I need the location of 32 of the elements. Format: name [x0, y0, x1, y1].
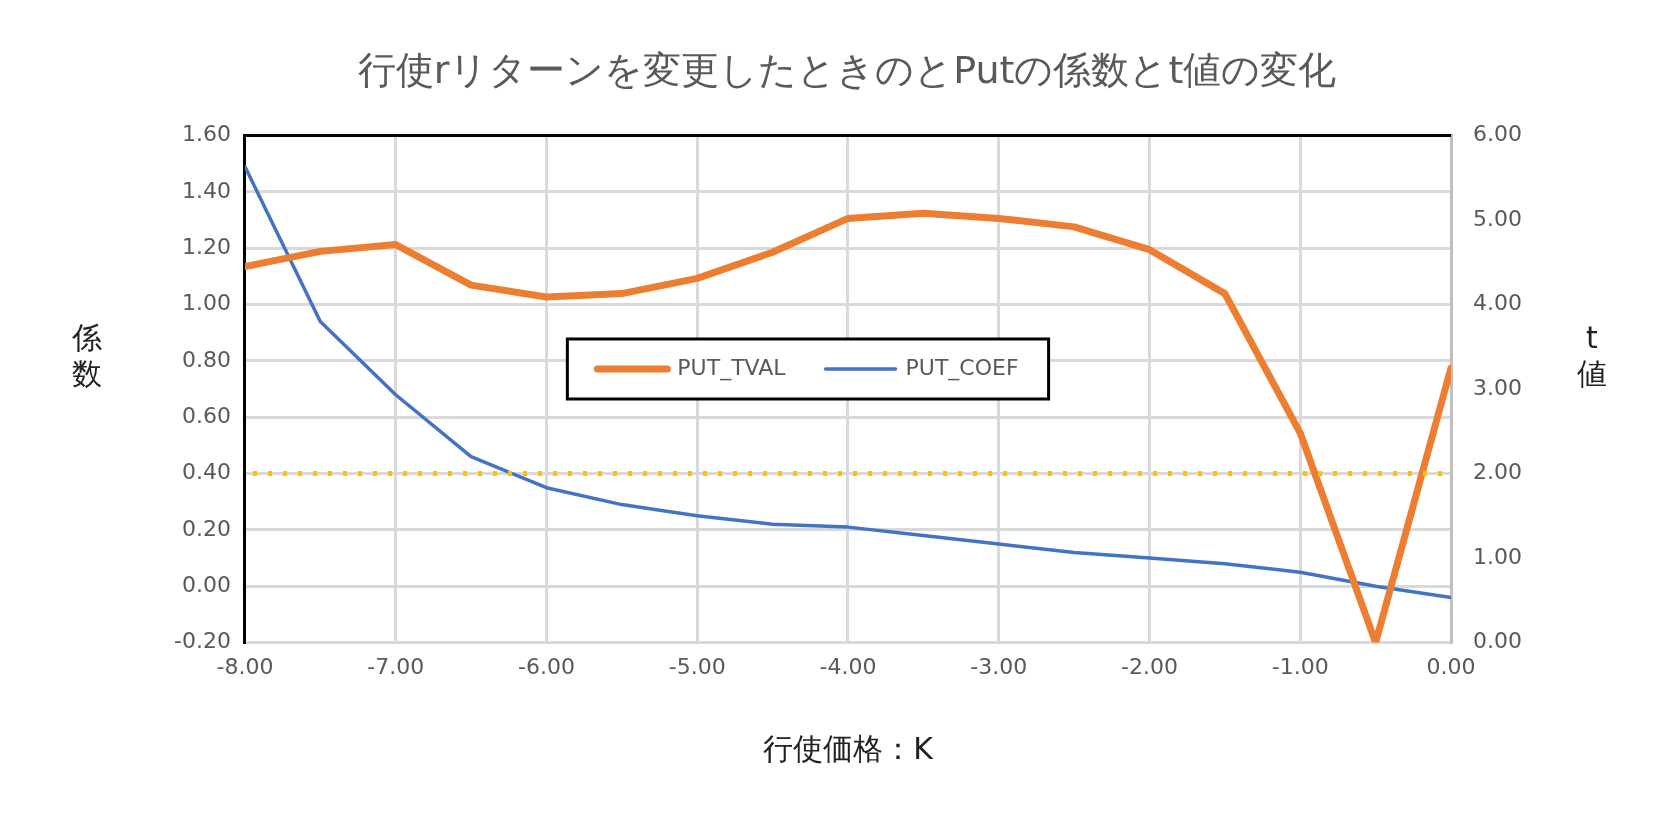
- y-tick-label: 0.80: [181, 346, 231, 372]
- x-tick-label: 0.00: [1426, 653, 1476, 679]
- y-tick-label: 0.00: [181, 571, 231, 597]
- x-tick-label: -3.00: [970, 653, 1028, 679]
- x-tick-label: -4.00: [819, 653, 877, 679]
- x-tick-label: -5.00: [668, 653, 726, 679]
- x-tick-label: -6.00: [517, 653, 575, 679]
- y2-axis-title: t 値: [1576, 320, 1608, 392]
- y-tick-label: -0.20: [173, 628, 231, 654]
- y2-tick-label: 0.00: [1473, 628, 1522, 654]
- y2-tick-label: 4.00: [1473, 290, 1522, 316]
- y-tick-label: 0.60: [181, 402, 231, 428]
- chart-title: 行使rリターンを変更したときのとPutの係数とt値の変化: [357, 47, 1337, 92]
- y-axis-title: 係数: [71, 320, 103, 392]
- y2-tick-label: 6.00: [1473, 121, 1522, 147]
- y2-tick-label: 3.00: [1473, 374, 1522, 400]
- y-tick-label: 1.00: [181, 290, 231, 316]
- legend-label: PUT_COEF: [905, 354, 1019, 381]
- x-tick-label: -1.00: [1271, 653, 1329, 679]
- x-tick-label: -2.00: [1121, 653, 1178, 679]
- y-tick-label: 1.40: [181, 177, 231, 203]
- x-axis-title: 行使価格：K: [763, 730, 935, 766]
- x-tick-label: -7.00: [367, 653, 425, 679]
- y2-tick-label: 5.00: [1473, 205, 1522, 231]
- y2-tick-label: 2.00: [1473, 459, 1522, 485]
- y2-tick-label: 1.00: [1473, 543, 1522, 569]
- x-tick-label: -8.00: [216, 653, 274, 679]
- y-tick-label: 0.40: [181, 459, 231, 485]
- y-tick-label: 1.60: [181, 121, 231, 147]
- legend-label: PUT_TVAL: [677, 354, 787, 381]
- y-tick-label: 0.20: [181, 515, 231, 541]
- y-tick-label: 1.20: [181, 233, 231, 259]
